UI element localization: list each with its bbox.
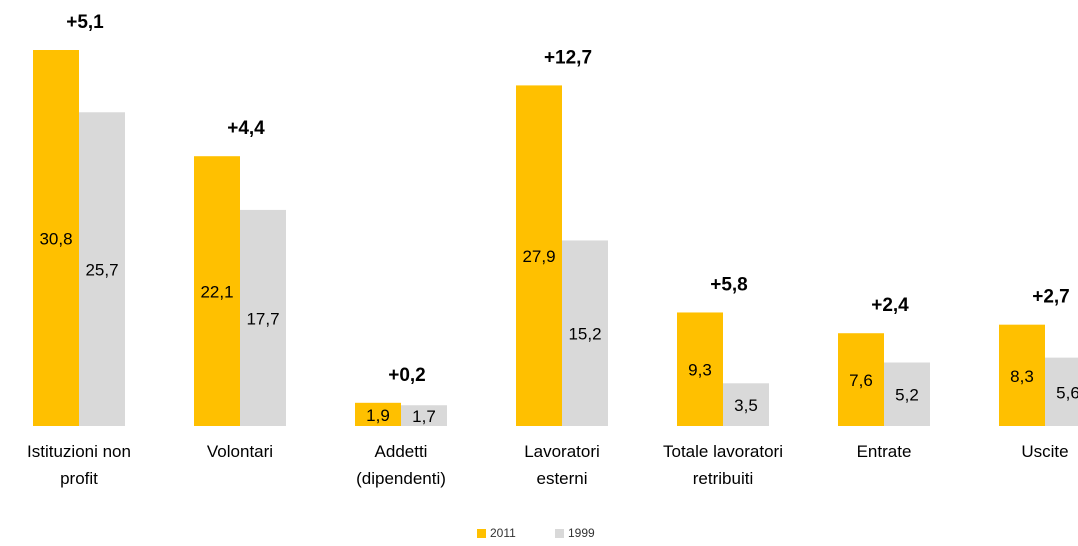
data-label: 5,2	[895, 386, 919, 405]
bar	[355, 402, 401, 426]
bar	[723, 383, 769, 426]
x-tick-label: Lavoratori esterni	[524, 442, 600, 488]
annotation: +0,2	[388, 365, 426, 386]
bar	[884, 362, 930, 426]
bar	[516, 85, 562, 427]
bar	[1045, 357, 1078, 426]
data-label: 15,2	[568, 325, 601, 344]
data-label: 1,9	[366, 406, 390, 425]
x-tick-label: Uscite	[1021, 442, 1069, 461]
data-label: 25,7	[85, 261, 118, 280]
bar	[562, 240, 608, 426]
bar	[194, 156, 240, 426]
bar	[677, 312, 723, 426]
data-label: 5,6	[1056, 383, 1078, 402]
x-tick-label: Istituzioni non profit	[27, 442, 131, 488]
legend-swatch	[477, 529, 486, 538]
annotation: +2,4	[871, 295, 909, 316]
annotation: +12,7	[544, 47, 592, 68]
annotation: +5,8	[710, 274, 748, 295]
bar	[401, 405, 447, 426]
x-tick-label: Totale lavoratori retribuiti	[662, 442, 783, 488]
annotation: +4,4	[227, 118, 265, 139]
annotation: +2,7	[1032, 287, 1070, 308]
x-tick-label: Addetti (dipendenti)	[356, 442, 446, 488]
data-label: 17,7	[246, 309, 279, 328]
bar	[999, 324, 1045, 426]
x-tick-label: Volontari	[206, 442, 274, 461]
data-label: 30,8	[39, 229, 72, 248]
legend-label: 1999	[568, 526, 595, 540]
data-label: 3,5	[734, 396, 758, 415]
data-label: 9,3	[688, 361, 712, 380]
legend-label: 2011	[490, 526, 516, 540]
bar	[838, 333, 884, 426]
bar	[79, 112, 125, 427]
data-label: 22,1	[200, 283, 233, 302]
data-label: 27,9	[522, 247, 555, 266]
bar	[33, 50, 79, 426]
bar	[240, 209, 286, 426]
x-tick-label: Entrate	[856, 442, 912, 461]
data-label: 8,3	[1010, 367, 1034, 386]
data-label: 1,7	[412, 407, 436, 426]
legend-swatch	[555, 529, 564, 538]
data-label: 7,6	[849, 371, 873, 390]
annotation: +5,1	[66, 12, 104, 33]
